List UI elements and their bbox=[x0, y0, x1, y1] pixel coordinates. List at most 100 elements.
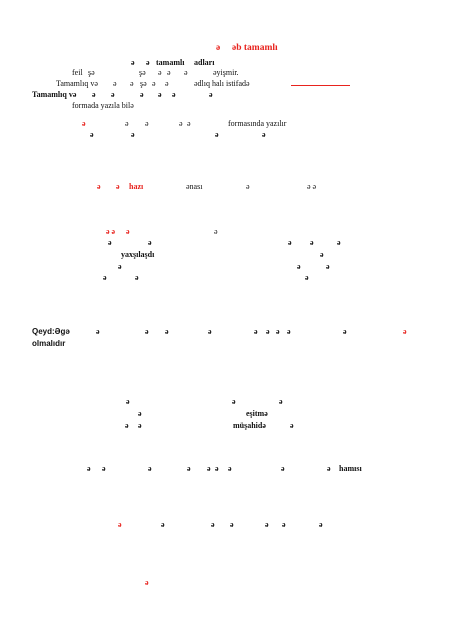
line10-mark-4: ə bbox=[310, 238, 314, 247]
line10-mark-2: ə bbox=[148, 238, 152, 247]
note-tail: olmalıdır bbox=[32, 339, 66, 348]
line18-mark-3: ə bbox=[211, 520, 215, 529]
note-label: Qeyd:Əgə bbox=[32, 327, 70, 336]
line16-word-musahide: müşahidə bbox=[233, 421, 266, 430]
line3-word-istifade: ədlıq halı istifadə bbox=[194, 79, 250, 88]
line2-mark-1: şə bbox=[88, 68, 95, 77]
line3-word-tamamliq: Tamamlıq və bbox=[56, 79, 98, 88]
note-mark-7: ə bbox=[276, 327, 280, 336]
line16-mark-1: ə bbox=[125, 421, 129, 430]
line17-mark-2: ə bbox=[102, 464, 106, 473]
line18-mark-6: ə bbox=[282, 520, 286, 529]
line9-mark-3: ə bbox=[214, 227, 218, 236]
line18-mark-2: ə bbox=[161, 520, 165, 529]
line15-mark: ə bbox=[138, 409, 142, 418]
line4-mark-4: ə bbox=[158, 90, 162, 99]
line11-word-yaxsilasdi: yaxşılaşdı bbox=[121, 250, 155, 259]
line13-mark-2: ə bbox=[135, 273, 139, 282]
line17-mark-6: ə bbox=[215, 464, 219, 473]
line7-mark-3: ə bbox=[215, 130, 219, 139]
line1-word-adlari: adları bbox=[194, 58, 215, 67]
line17-word-hamisi: hamısı bbox=[339, 464, 362, 473]
line16-mark-3: ə bbox=[290, 421, 294, 430]
line14-mark-1: ə bbox=[126, 397, 130, 406]
line2-mark-3: ə bbox=[158, 68, 162, 77]
line17-mark-8: ə bbox=[281, 464, 285, 473]
line8-word-menasi: ənası bbox=[186, 182, 203, 191]
line18-mark-5: ə bbox=[265, 520, 269, 529]
line7-mark-4: ə bbox=[262, 130, 266, 139]
note-mark-8: ə bbox=[287, 327, 291, 336]
line12-mark-3: ə bbox=[326, 262, 330, 271]
line17-mark-9: ə bbox=[327, 464, 331, 473]
line11-mark: ə bbox=[320, 250, 324, 259]
line9-mark-red-2: ə bbox=[126, 227, 130, 236]
line19-mark-red: ə bbox=[145, 578, 149, 587]
line2-mark-2: şə bbox=[139, 68, 146, 77]
line4-word-tamamliq: Tamamlıq və bbox=[32, 90, 77, 99]
line2-word-feil: feil bbox=[72, 68, 83, 77]
red-underline-rule bbox=[291, 85, 350, 86]
line17-mark-3: ə bbox=[148, 464, 152, 473]
line4-mark-2: ə bbox=[111, 90, 115, 99]
line9-mark-red-1: ə ə bbox=[106, 227, 116, 236]
line13-mark-3: ə bbox=[305, 273, 309, 282]
line17-mark-4: ə bbox=[187, 464, 191, 473]
line2-mark-4: ə bbox=[167, 68, 171, 77]
line12-mark-1: ə bbox=[118, 262, 122, 271]
line1-mark-1: ə bbox=[131, 58, 135, 67]
line15-word-esitme: eşitmə bbox=[246, 409, 268, 418]
line8-mark-3: ə bbox=[246, 182, 250, 191]
line17-mark-7: ə bbox=[228, 464, 232, 473]
line4-mark-3: ə bbox=[140, 90, 144, 99]
note-mark-9: ə bbox=[343, 327, 347, 336]
line8-mark-red-2: ə bbox=[116, 182, 120, 191]
line17-mark-5: ə bbox=[207, 464, 211, 473]
line4-mark-1: ə bbox=[92, 90, 96, 99]
title-text: əb tamamlı bbox=[232, 43, 278, 53]
line2-mark-5: ə bbox=[184, 68, 188, 77]
line7-mark-2: ə bbox=[131, 130, 135, 139]
line3-mark-3: şə bbox=[140, 79, 147, 88]
line6-mark-2: ə bbox=[125, 119, 129, 128]
line1-mark-2: ə bbox=[146, 58, 150, 67]
line10-mark-1: ə bbox=[108, 238, 112, 247]
line5-text: formada yazıla bilə bbox=[72, 101, 134, 110]
line13-mark-1: ə bbox=[103, 273, 107, 282]
line14-mark-3: ə bbox=[279, 397, 283, 406]
line3-mark-1: ə bbox=[113, 79, 117, 88]
note-mark-6: ə bbox=[266, 327, 270, 336]
line14-mark-2: ə bbox=[232, 397, 236, 406]
line6-mark-4: ə bbox=[179, 119, 183, 128]
line18-mark-7: ə bbox=[319, 520, 323, 529]
line10-mark-5: ə bbox=[337, 238, 341, 247]
note-mark-1: ə bbox=[96, 327, 100, 336]
line17-mark-1: ə bbox=[87, 464, 91, 473]
note-mark-3: ə bbox=[165, 327, 169, 336]
note-mark-4: ə bbox=[208, 327, 212, 336]
line6-word-formasinda: formasında yazılır bbox=[228, 119, 287, 128]
note-mark-2: ə bbox=[145, 327, 149, 336]
line18-mark-red: ə bbox=[118, 520, 122, 529]
line3-mark-2: ə bbox=[130, 79, 134, 88]
line12-mark-2: ə bbox=[297, 262, 301, 271]
title-mark: ə bbox=[216, 43, 221, 53]
line8-mark-4: ə ə bbox=[307, 182, 317, 191]
note-mark-red: ə bbox=[403, 327, 407, 336]
line6-mark-3: ə bbox=[145, 119, 149, 128]
line6-mark-5: ə bbox=[187, 119, 191, 128]
line1-word-tamamli: tamamlı bbox=[156, 58, 185, 67]
line3-mark-5: ə bbox=[165, 79, 169, 88]
line10-mark-3: ə bbox=[288, 238, 292, 247]
line2-word-deyismir: əyişmir. bbox=[213, 68, 239, 77]
note-mark-5: ə bbox=[254, 327, 258, 336]
line8-word-hazi: hazı bbox=[129, 182, 144, 191]
line7-mark-1: ə bbox=[90, 130, 94, 139]
line8-mark-red-1: ə bbox=[97, 182, 101, 191]
line4-mark-5: ə bbox=[172, 90, 176, 99]
line18-mark-4: ə bbox=[230, 520, 234, 529]
line16-mark-2: ə bbox=[138, 421, 142, 430]
line6-mark-red: ə bbox=[82, 119, 86, 128]
line4-mark-6: ə bbox=[209, 90, 213, 99]
